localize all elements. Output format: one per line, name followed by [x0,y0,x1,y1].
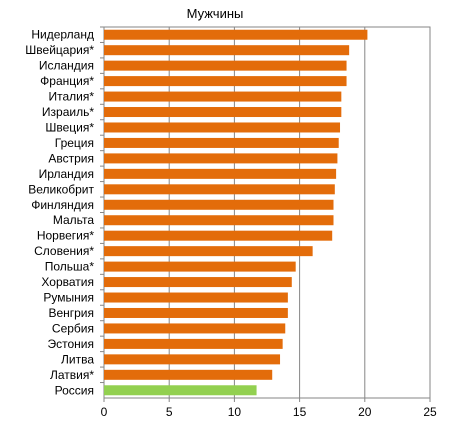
category-label: Финляндия [31,198,94,212]
bar-10 [104,168,337,179]
bar-17 [104,277,292,288]
category-label: Сербия [52,321,94,335]
category-label: Хорватия [41,275,94,289]
bar-2 [104,45,350,56]
bar-9 [104,153,338,164]
bar-6 [104,107,342,118]
bar-14 [104,230,333,241]
category-label: Польша* [45,260,95,274]
category-label: Норвегия* [37,229,95,243]
category-label: Венгрия [48,306,94,320]
bar-4 [104,76,347,87]
bar-24 [104,385,257,396]
bar-3 [104,60,347,71]
chart-title: Мужчины [186,6,244,21]
bar-7 [104,122,341,133]
category-label: Эстония [48,337,95,351]
bar-22 [104,354,281,365]
category-label: Мальта [53,213,94,227]
bar-23 [104,369,273,380]
category-label: Швейцария* [25,43,94,57]
x-tick-label: 5 [166,405,173,419]
bar-11 [104,184,335,195]
category-label: Греция [55,136,94,150]
x-tick-label: 15 [293,405,307,419]
bar-19 [104,307,288,318]
x-tick-label: 25 [423,405,437,419]
bar-18 [104,292,288,303]
bar-5 [104,91,342,102]
x-tick-label: 0 [101,405,108,419]
bar-16 [104,261,296,272]
bar-8 [104,137,339,148]
category-label: Словения* [34,244,94,258]
category-label: Швеция* [45,120,94,134]
category-label: Италия* [48,90,94,104]
category-label: Россия [55,383,94,397]
category-label: Франция* [40,74,94,88]
bar-12 [104,199,334,210]
category-label: Исландия [39,59,94,73]
bar-21 [104,338,283,349]
bar-13 [104,215,334,226]
category-label: Израиль* [42,105,94,119]
x-tick-label: 20 [358,405,372,419]
bar-15 [104,246,313,257]
category-label: Великобрит [28,182,94,196]
category-label: Нидерланд [31,28,94,42]
category-label: Ирландия [39,167,94,181]
category-label: Литва [61,352,94,366]
x-tick-label: 10 [228,405,242,419]
category-label: Австрия [48,151,94,165]
bar-1 [104,29,368,40]
bar-20 [104,323,286,334]
category-label: Румыния [43,291,94,305]
category-label: Латвия* [50,368,94,382]
